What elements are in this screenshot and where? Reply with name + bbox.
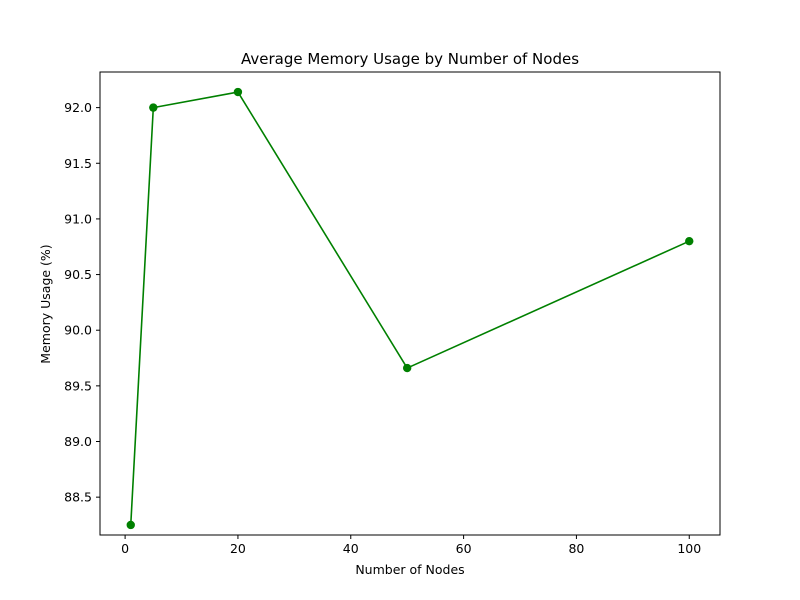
x-tick-label: 0: [121, 541, 129, 556]
data-point: [126, 520, 135, 530]
y-tick-label: 91.5: [64, 156, 92, 171]
y-axis-label: Memory Usage (%): [38, 244, 53, 363]
y-tick-label: 90.0: [64, 323, 92, 338]
axes-frame: [99, 71, 721, 536]
x-tick-label: 20: [230, 541, 246, 556]
x-axis-label: Number of Nodes: [355, 562, 464, 577]
x-tick-label: 60: [456, 541, 472, 556]
y-tick-label: 92.0: [64, 100, 92, 115]
data-point: [233, 87, 243, 97]
x-tick-label: 40: [343, 541, 359, 556]
chart-title: Average Memory Usage by Number of Nodes: [241, 50, 579, 68]
data-point: [149, 103, 158, 112]
x-tick-label: 80: [568, 541, 584, 556]
y-tick-label: 89.5: [64, 378, 92, 393]
plot-area: 0 20 40 60 80 100 88.5 89.0 89.5 90.0 90.5 91.0 91.5…: [64, 71, 721, 556]
data-point: [402, 363, 412, 373]
y-tick-label: 89.0: [64, 434, 92, 449]
x-tick-label: 100: [677, 541, 701, 556]
data-point: [685, 236, 694, 246]
y-tick-label: 90.5: [64, 267, 92, 282]
y-tick-label: 91.0: [64, 211, 92, 226]
y-tick-label: 88.5: [64, 490, 92, 505]
